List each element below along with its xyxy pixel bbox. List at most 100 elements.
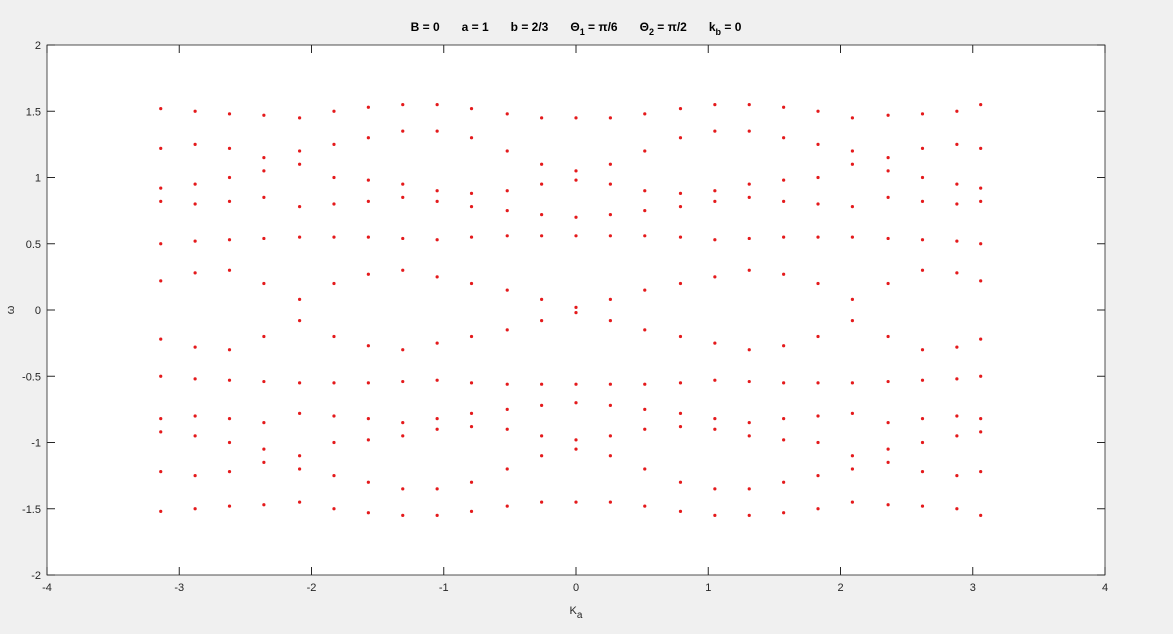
point bbox=[505, 467, 509, 471]
title-subscript: 1 bbox=[580, 27, 585, 37]
point bbox=[979, 374, 983, 378]
point bbox=[678, 480, 683, 484]
point bbox=[435, 275, 439, 279]
point bbox=[979, 513, 983, 517]
y-tick-label: -1.5 bbox=[22, 504, 41, 516]
point bbox=[469, 205, 474, 209]
point bbox=[574, 311, 578, 315]
point bbox=[540, 500, 544, 504]
point bbox=[713, 238, 717, 242]
point bbox=[193, 474, 197, 478]
point bbox=[850, 116, 855, 120]
point bbox=[469, 281, 474, 286]
point bbox=[540, 319, 544, 323]
point bbox=[227, 504, 232, 508]
point bbox=[920, 238, 925, 242]
point bbox=[297, 205, 302, 209]
point bbox=[782, 344, 786, 348]
point bbox=[979, 470, 983, 474]
title-subscript: b bbox=[716, 27, 722, 37]
point bbox=[713, 275, 717, 279]
point bbox=[713, 378, 717, 382]
point bbox=[227, 470, 232, 474]
point bbox=[159, 242, 163, 246]
point bbox=[159, 199, 163, 203]
point bbox=[574, 215, 578, 219]
x-tick-label: -3 bbox=[174, 582, 184, 594]
point bbox=[469, 509, 474, 513]
x-label-sub: a bbox=[577, 610, 583, 621]
point bbox=[608, 213, 612, 217]
plot-area bbox=[47, 45, 1105, 575]
point bbox=[227, 175, 232, 180]
point bbox=[782, 480, 786, 484]
point bbox=[401, 195, 405, 199]
point bbox=[469, 107, 474, 111]
point bbox=[435, 417, 439, 421]
point bbox=[193, 414, 197, 418]
point bbox=[574, 438, 578, 442]
point bbox=[262, 503, 266, 507]
point bbox=[193, 507, 197, 511]
point bbox=[193, 109, 197, 113]
point bbox=[332, 507, 336, 511]
point bbox=[886, 113, 890, 117]
point bbox=[332, 175, 336, 180]
point bbox=[955, 142, 959, 146]
point bbox=[366, 344, 370, 348]
point bbox=[540, 234, 544, 238]
title-part: k bbox=[709, 20, 716, 34]
point bbox=[574, 500, 578, 504]
point bbox=[505, 407, 509, 411]
point bbox=[574, 382, 578, 386]
y-tick-label: 0 bbox=[35, 305, 41, 317]
point bbox=[505, 288, 509, 292]
point bbox=[608, 234, 612, 238]
point bbox=[643, 427, 647, 431]
point bbox=[574, 447, 578, 451]
title-part: b = 2/3 bbox=[511, 20, 549, 34]
point bbox=[816, 474, 820, 478]
y-tick-label: 0.5 bbox=[26, 239, 41, 251]
point bbox=[297, 319, 302, 323]
point bbox=[262, 281, 266, 286]
point bbox=[886, 169, 890, 173]
point bbox=[332, 142, 336, 146]
point bbox=[747, 103, 751, 107]
point bbox=[435, 487, 439, 491]
point bbox=[574, 169, 578, 173]
point bbox=[366, 511, 370, 515]
point bbox=[262, 334, 266, 339]
point bbox=[574, 234, 578, 238]
point bbox=[608, 297, 612, 301]
point bbox=[332, 334, 336, 339]
point bbox=[713, 341, 717, 345]
point bbox=[608, 403, 612, 407]
point bbox=[643, 288, 647, 292]
point bbox=[920, 440, 925, 445]
point bbox=[540, 403, 544, 407]
point bbox=[574, 401, 578, 405]
point bbox=[366, 381, 370, 385]
point bbox=[643, 234, 647, 238]
point bbox=[920, 199, 925, 203]
point bbox=[227, 199, 232, 203]
point bbox=[332, 440, 336, 445]
point bbox=[643, 112, 647, 116]
point bbox=[540, 116, 544, 120]
x-tick-label: -2 bbox=[307, 582, 317, 594]
point bbox=[366, 480, 370, 484]
point bbox=[955, 202, 959, 206]
point bbox=[955, 377, 959, 381]
y-tick-label: 1.5 bbox=[26, 106, 41, 118]
point bbox=[782, 511, 786, 515]
point bbox=[886, 379, 890, 384]
point bbox=[955, 182, 959, 186]
point bbox=[574, 305, 578, 309]
y-tick-label: -1 bbox=[31, 438, 41, 450]
point bbox=[297, 149, 302, 153]
point bbox=[850, 235, 855, 239]
point bbox=[401, 379, 405, 384]
point bbox=[850, 411, 855, 415]
